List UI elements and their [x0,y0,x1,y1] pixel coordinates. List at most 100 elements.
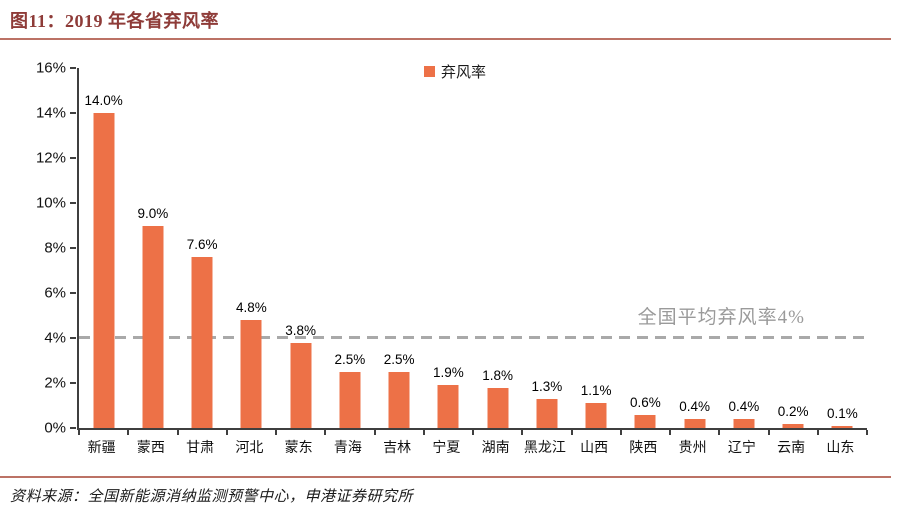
bar-value-label: 1.3% [531,378,563,394]
bar-slot: 14.0% [79,68,128,428]
x-axis-label: 贵州 [678,441,707,456]
bar [388,371,410,428]
x-axis-tick [324,430,327,435]
x-axis-tick [767,430,770,435]
x-axis-label: 山东 [826,441,855,456]
bar [536,398,558,428]
x-axis-tick [570,430,573,435]
source-note: 资料来源：全国新能源消纳监测预警中心，申港证券研究所 [10,489,414,505]
x-axis-label: 蒙东 [284,441,313,456]
bar [93,113,115,428]
bar-value-label: 0.1% [826,405,858,421]
bar-slot: 2.5% [325,68,374,428]
y-axis-tick [70,67,76,69]
bar-slot: 0.6% [621,68,670,428]
x-axis-tick [619,430,622,435]
y-axis-tick [70,157,76,159]
bar-slot: 7.6% [178,68,227,428]
average-line [79,336,867,339]
x-axis-tick [718,430,721,435]
legend-swatch [424,66,435,77]
y-axis-tick [70,427,76,429]
x-axis-label: 湖南 [481,441,510,456]
x-axis-tick [176,430,179,435]
bar-value-label: 1.9% [432,365,464,381]
figure-title: 图11：2019 年各省弃风率 [10,11,220,31]
bar-value-label: 9.0% [137,205,169,221]
y-axis-label: 8% [44,239,66,257]
x-axis-label: 辽宁 [727,441,756,456]
bar-value-label: 7.6% [186,237,218,252]
y-axis-tick [70,292,76,294]
y-axis-tick [70,382,76,384]
x-axis-tick [78,430,80,435]
bar-value-label: 0.4% [679,399,711,414]
bar-slot: 0.4% [719,68,768,428]
bar-value-label: 2.5% [334,351,366,367]
bar-value-label: 2.5% [383,351,415,367]
bar-slot: 0.4% [670,68,719,428]
x-axis-tick [127,430,130,435]
bar-slot: 3.8% [276,68,325,428]
plot-area: 全国平均弃风率4% 14.0% 9.0% 7.6% 4.8% 3.8% 2.5% 2.5% 1… [70,67,868,435]
y-axis-tick [70,112,76,114]
x-axis-label: 云南 [777,441,806,456]
legend-label: 弃风率 [441,65,487,81]
y-axis-label: 2% [44,374,66,392]
x-axis-label: 蒙西 [136,441,165,456]
bar [634,414,656,428]
x-axis-label: 新疆 [87,441,116,456]
bar-value-label: 1.1% [580,383,612,399]
bar [290,342,312,428]
y-axis-label: 0% [44,419,66,437]
bar-value-label: 0.6% [629,394,661,410]
bar-value-label: 4.8% [235,300,267,315]
x-axis-labels: 新疆 蒙西 甘肃 河北 蒙东 青海 吉林 宁夏 湖南 黑龙江 山西 陕西 贵州 辽宁 云南 山东 [77,437,865,457]
bar-slot: 1.1% [572,68,621,428]
average-line-label: 全国平均弃风率4% [637,307,805,328]
bar-slot: 0.1% [818,68,867,428]
y-axis-label: 4% [44,329,66,347]
bar-slot: 9.0% [128,68,177,428]
bar-value-label: 3.8% [285,322,317,338]
x-axis-label: 黑龙江 [523,441,566,456]
y-axis-tick [70,337,76,339]
x-axis-label: 河北 [235,441,264,456]
bar-slot: 4.8% [227,68,276,428]
y-axis-tick [70,247,76,249]
y-axis-label: 12% [35,149,66,167]
x-axis-tick [422,430,425,435]
x-axis-tick [521,430,524,435]
x-axis-label: 甘肃 [186,441,215,456]
y-axis-label: 16% [35,59,66,77]
y-axis-tick [70,202,76,204]
bar [782,423,804,428]
y-axis-label: 6% [44,284,66,302]
title-divider [0,38,891,40]
x-axis-tick [816,430,819,435]
x-axis-tick [275,430,277,435]
bar-slot: 1.8% [473,68,522,428]
x-axis-label: 吉林 [383,441,412,456]
x-axis-label: 青海 [333,441,362,456]
x-axis-tick [866,430,868,435]
bar-value-label: 0.4% [728,399,760,414]
y-axis-labels: 0% 2% 4% 6% 8% 10% 12% 14% 16% [0,60,66,437]
bar [240,320,262,428]
bar [487,387,509,428]
x-axis-label: 陕西 [629,441,658,456]
bar [733,419,755,428]
x-axis-tick [669,430,671,435]
x-axis-tick [472,430,474,435]
x-axis-label: 宁夏 [432,441,461,456]
bar [585,403,607,428]
bar-slot: 0.2% [769,68,818,428]
y-axis-label: 14% [35,104,66,122]
bar-slot: 1.3% [522,68,571,428]
bar [142,225,164,428]
bar [191,257,213,428]
bar [831,425,853,428]
bar-value-label: 14.0% [84,93,123,108]
x-axis-label: 山西 [580,441,609,456]
